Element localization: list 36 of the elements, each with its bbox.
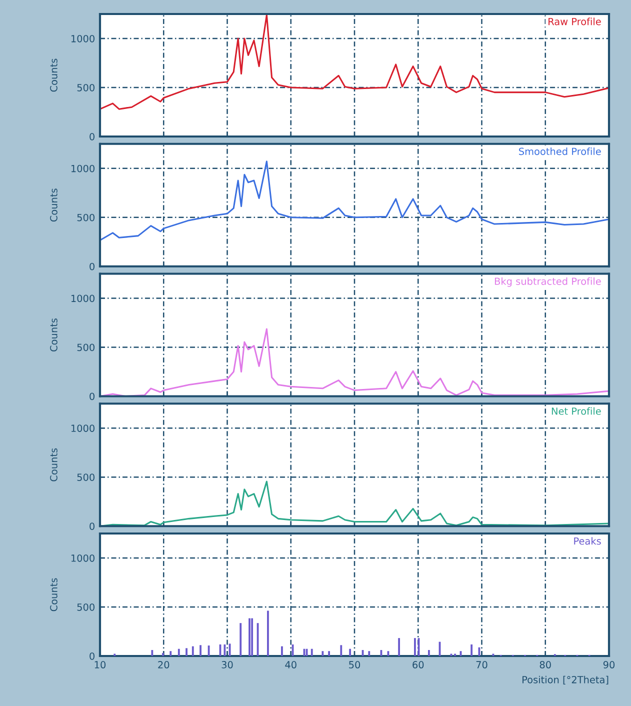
y-tick-label: 0 xyxy=(90,262,94,270)
y-tick-label: 1000 xyxy=(71,34,94,42)
y-tick-label: 500 xyxy=(77,84,94,92)
y-tick-label: 500 xyxy=(77,344,94,352)
y-tick-label: 0 xyxy=(90,132,94,140)
y-tick-label: 0 xyxy=(90,392,94,400)
x-tick-label: 30 xyxy=(222,661,233,668)
line-series xyxy=(100,160,609,241)
x-tick-label: 10 xyxy=(94,661,106,668)
y-axis-title: Counts xyxy=(50,578,58,612)
y-axis-title: Counts xyxy=(50,448,58,482)
x-tick-label: 20 xyxy=(158,661,170,668)
y-tick-label: 1000 xyxy=(71,164,94,172)
y-tick-label: 1000 xyxy=(71,554,94,562)
y-axis-title: Counts xyxy=(50,188,58,222)
x-tick-label: 80 xyxy=(540,661,551,668)
y-tick-label: 500 xyxy=(77,214,94,222)
y-tick-label: 1000 xyxy=(71,294,94,302)
y-axis-title: Counts xyxy=(50,58,58,92)
y-tick-label: 1000 xyxy=(71,424,94,432)
text: Peaks xyxy=(574,537,601,545)
x-tick-label: 90 xyxy=(603,661,615,668)
text: Smoothed Profile xyxy=(519,148,601,156)
y-tick-label: 500 xyxy=(77,474,94,481)
y-tick-label: 0 xyxy=(90,522,94,530)
x-axis-title: Position [°2Theta] xyxy=(522,676,608,684)
text: Net Profile xyxy=(552,407,601,415)
x-tick-label: 70 xyxy=(476,661,488,668)
text: Bkg subtracted Profile xyxy=(494,277,601,287)
x-tick-label: 40 xyxy=(285,661,296,668)
y-tick-label: 0 xyxy=(90,652,94,660)
y-tick-label: 500 xyxy=(77,603,94,611)
x-tick-label: 60 xyxy=(412,661,424,668)
text: Raw Profile xyxy=(548,18,601,26)
y-axis-title: Counts xyxy=(50,318,58,352)
x-tick-label: 50 xyxy=(349,661,360,668)
